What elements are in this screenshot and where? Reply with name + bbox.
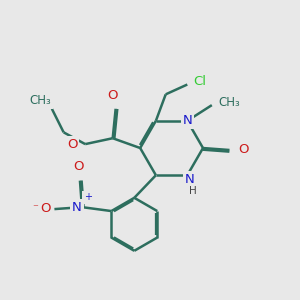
Text: +: + — [84, 192, 92, 202]
Text: N: N — [72, 201, 82, 214]
Text: H: H — [189, 186, 197, 196]
Text: N: N — [182, 114, 192, 127]
Text: N: N — [184, 173, 194, 186]
Text: ⁻: ⁻ — [32, 203, 38, 213]
Text: O: O — [74, 160, 84, 173]
Text: O: O — [40, 202, 51, 214]
Text: O: O — [107, 88, 118, 101]
Text: CH₃: CH₃ — [29, 94, 51, 107]
Text: Cl: Cl — [194, 75, 207, 88]
Text: O: O — [67, 138, 78, 151]
Text: O: O — [238, 143, 248, 157]
Text: CH₃: CH₃ — [219, 96, 240, 109]
